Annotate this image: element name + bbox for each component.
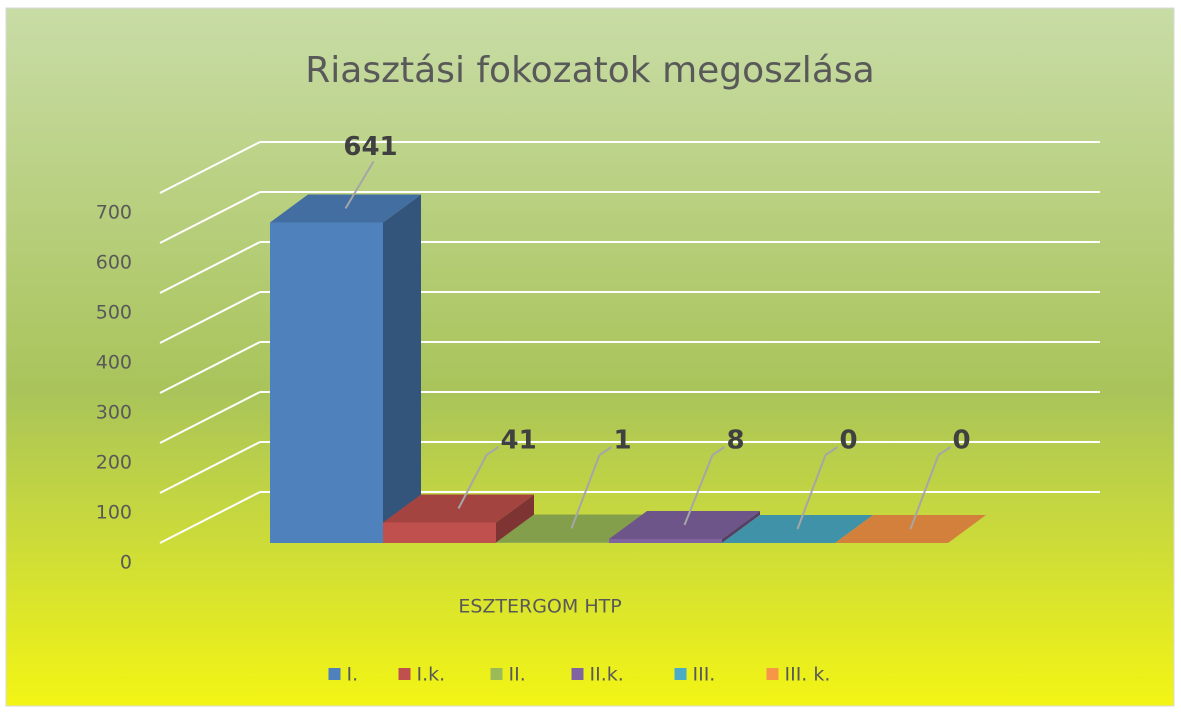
legend-swatch [490, 668, 503, 680]
bar-side [722, 511, 760, 543]
leader-line [457, 454, 488, 509]
legend-swatch [328, 668, 341, 680]
y-tick-label: 0 [120, 552, 132, 574]
data-label: 1 [614, 426, 632, 456]
grid-line [159, 141, 261, 194]
grid-line [159, 491, 261, 544]
legend-label: II.k. [590, 664, 624, 686]
x-tick-label: ESZTERGOM HTP [458, 596, 621, 618]
y-tick-label: 200 [96, 452, 132, 474]
leader-line [683, 454, 714, 526]
chart-background [5, 7, 1175, 707]
legend-label: II. [509, 664, 526, 686]
grid-line [159, 391, 261, 444]
data-label: 0 [840, 426, 858, 456]
grid-line [159, 191, 261, 244]
data-label: 0 [953, 426, 971, 456]
chart-title: Riasztási fokozatok megoszlása [305, 50, 874, 91]
bar [496, 542, 609, 543]
grid-line [159, 291, 261, 344]
legend-label: III. k. [785, 664, 831, 686]
data-label: 641 [343, 132, 397, 162]
leader-line [711, 446, 726, 456]
legend-label: I.k. [417, 664, 446, 686]
y-tick-label: 700 [96, 202, 132, 224]
leader-line [485, 446, 500, 456]
legend-swatch [766, 668, 779, 680]
legend-swatch [398, 668, 411, 680]
bar [609, 539, 722, 543]
leader-line [570, 454, 601, 529]
bar [383, 522, 496, 543]
legend-label: I. [347, 664, 359, 686]
grid-line [159, 241, 261, 294]
bar-side [496, 494, 534, 543]
leader-line [824, 446, 839, 456]
bar [270, 222, 383, 543]
leader-line [796, 454, 827, 530]
legend-swatch [571, 668, 584, 680]
leader-line [937, 446, 952, 456]
grid-line [159, 341, 261, 394]
leader-line [598, 446, 613, 456]
data-label: 8 [727, 426, 745, 456]
y-tick-label: 600 [96, 252, 132, 274]
legend-swatch [674, 668, 687, 680]
data-label: 41 [501, 426, 537, 456]
bar-side [383, 194, 421, 543]
leader-line [909, 454, 940, 530]
legend-label: III. [693, 664, 716, 686]
y-tick-label: 300 [96, 402, 132, 424]
y-tick-label: 500 [96, 302, 132, 324]
y-tick-label: 400 [96, 352, 132, 374]
leader-line [344, 160, 375, 210]
y-tick-label: 100 [96, 502, 132, 524]
grid-line [159, 441, 261, 494]
